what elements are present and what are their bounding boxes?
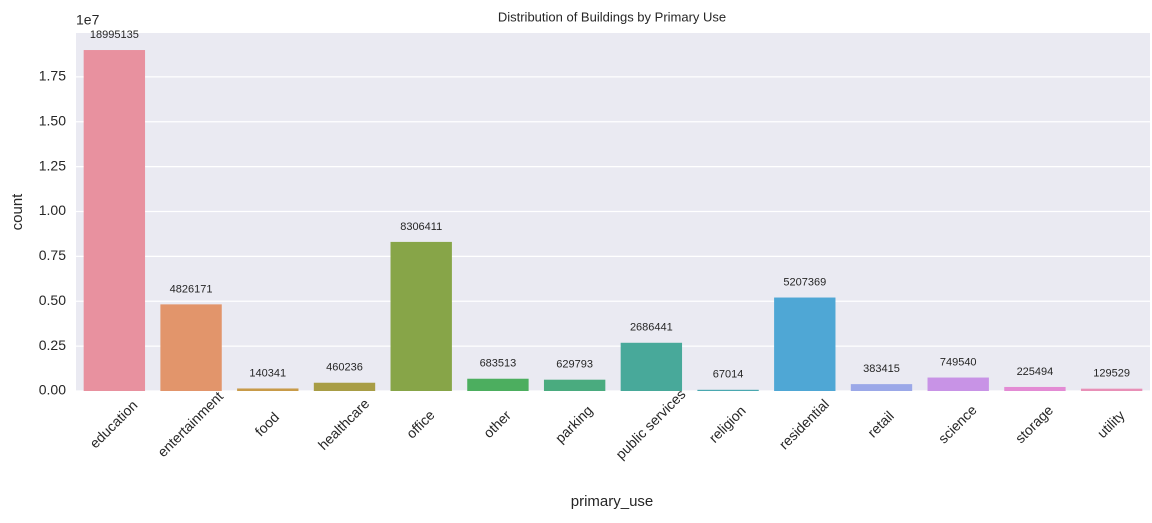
x-tick-label: healthcare — [315, 395, 373, 453]
x-tick-label: storage — [1012, 402, 1056, 446]
x-tick-label: utility — [1094, 407, 1128, 441]
data-label: 5207369 — [783, 276, 826, 288]
y-tick-label: 1.50 — [39, 112, 66, 128]
data-label: 629793 — [556, 359, 593, 371]
bar — [1004, 386, 1066, 391]
x-tick-label: retail — [864, 408, 897, 441]
x-tick-label: education — [86, 397, 140, 451]
bar — [927, 377, 989, 391]
data-label: 683513 — [480, 358, 517, 370]
bar — [237, 388, 299, 391]
bar — [774, 297, 836, 391]
x-tick-label: parking — [552, 402, 596, 446]
x-axis-label: primary_use — [571, 493, 654, 510]
bar — [1080, 388, 1143, 391]
bar — [390, 241, 452, 391]
chart-title: Distribution of Buildings by Primary Use — [498, 9, 726, 24]
data-label: 2686441 — [630, 322, 673, 334]
bar — [83, 50, 146, 392]
x-tick-label: religion — [706, 402, 749, 445]
y-offset-label: 1e7 — [76, 12, 100, 28]
y-tick-label: 1.75 — [39, 68, 66, 84]
data-label: 18995135 — [90, 29, 139, 41]
y-tick-label: 0.25 — [39, 337, 66, 353]
y-tick-label: 0.00 — [39, 382, 66, 398]
x-tick-label: other — [480, 407, 514, 441]
x-tick-label: office — [403, 407, 438, 442]
x-tick-label: residential — [776, 396, 832, 452]
bar — [850, 384, 913, 391]
y-axis-label: count — [9, 193, 26, 231]
x-tick-label: entertainment — [154, 388, 226, 460]
y-tick-label: 0.50 — [39, 292, 66, 308]
bar — [313, 382, 376, 391]
data-label: 8306411 — [400, 221, 442, 233]
y-tick-label: 0.75 — [39, 247, 66, 263]
x-tick-label: science — [935, 401, 980, 446]
data-label: 383415 — [863, 363, 900, 375]
data-label: 67014 — [713, 369, 744, 381]
data-label: 749540 — [940, 356, 977, 368]
data-label: 4826171 — [170, 283, 213, 295]
x-tick-label: food — [252, 409, 283, 440]
data-label: 225494 — [1017, 366, 1054, 378]
data-label: 140341 — [249, 367, 286, 379]
bar — [697, 389, 759, 391]
y-tick-label: 1.25 — [39, 157, 66, 173]
data-label: 460236 — [326, 362, 363, 374]
bar — [620, 342, 683, 391]
bar — [467, 378, 529, 391]
x-tick-label: public services — [612, 386, 688, 462]
y-tick-label: 1.00 — [39, 202, 66, 218]
data-label: 129529 — [1093, 368, 1130, 380]
bar — [543, 379, 606, 391]
bar — [160, 304, 222, 391]
